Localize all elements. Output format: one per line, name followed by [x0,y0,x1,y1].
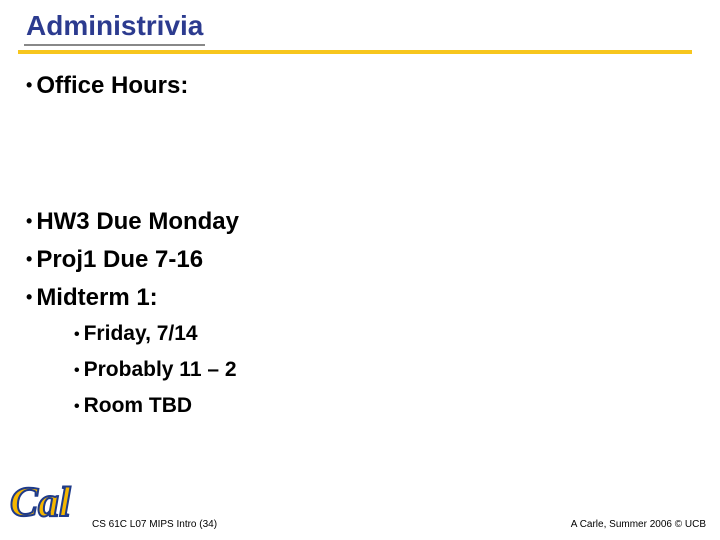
footer-left: CS 61C L07 MIPS Intro (34) [92,519,217,530]
bullet-text: Midterm 1: [36,284,157,311]
content-area: •Office Hours: •HW3 Due Monday •Proj1 Du… [0,54,720,418]
spacer [26,110,720,208]
slide-title: Administrivia [24,10,205,46]
title-area: Administrivia [0,0,720,46]
cal-logo: Cal [6,474,84,532]
subbullet-time: •Probably 11 – 2 [74,358,720,382]
bullet-text: Probably 11 – 2 [84,358,237,381]
bullet-text: Office Hours: [36,72,188,99]
bullet-office-hours: •Office Hours: [26,72,720,100]
bullet-midterm: •Midterm 1: [26,284,720,312]
bullet-text: Friday, 7/14 [84,322,198,345]
subbullet-room: •Room TBD [74,394,720,418]
subbullet-date: •Friday, 7/14 [74,322,720,346]
bullet-text: Proj1 Due 7-16 [36,246,203,273]
bullet-proj1: •Proj1 Due 7-16 [26,246,720,274]
footer-right: A Carle, Summer 2006 © UCB [571,519,706,530]
bullet-text: Room TBD [84,394,193,417]
bullet-hw3: •HW3 Due Monday [26,208,720,236]
bullet-text: HW3 Due Monday [36,208,239,235]
svg-text:Cal: Cal [10,480,71,526]
